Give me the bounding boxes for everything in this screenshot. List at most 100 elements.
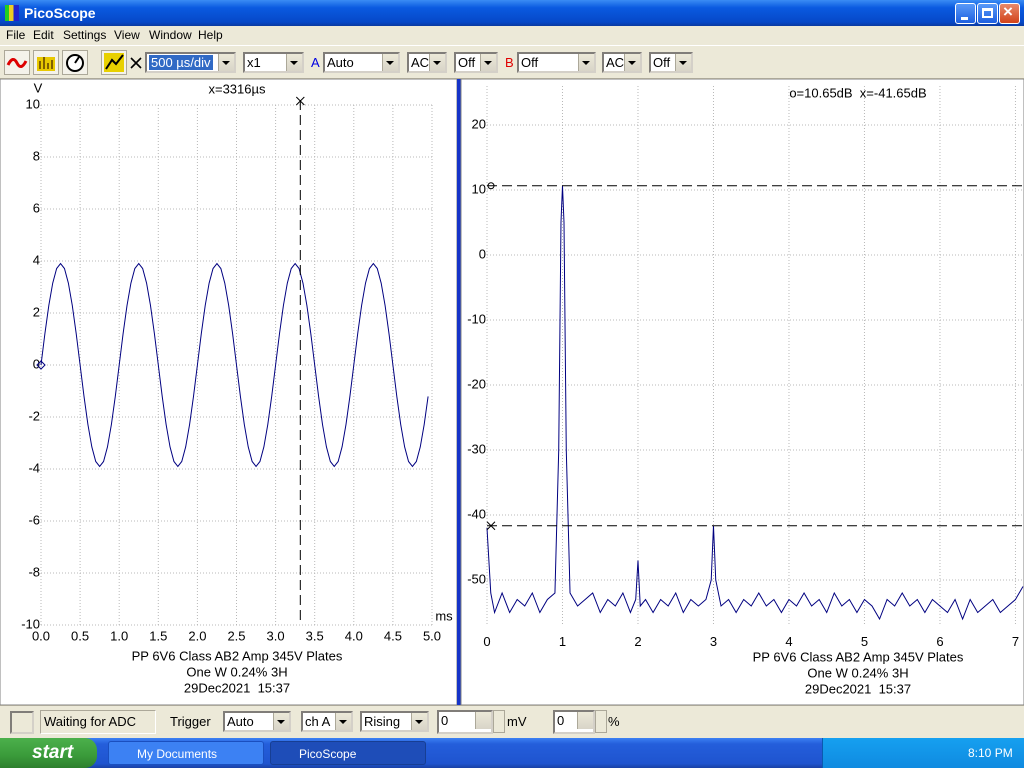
start-button[interactable]: start	[0, 738, 97, 768]
channel-b-coupling[interactable]: AC	[602, 52, 642, 73]
level-unit: mV	[507, 714, 527, 729]
trigger-marker	[36, 360, 46, 370]
coupling-value: AC	[606, 55, 625, 70]
trigger-channel[interactable]: ch A	[301, 711, 353, 732]
close-button[interactable]: ×	[999, 2, 1020, 24]
icon	[104, 53, 124, 72]
trigger-edge[interactable]: Rising	[360, 711, 429, 732]
window-title: PicoScope	[24, 5, 96, 21]
filter-value: Off	[458, 55, 476, 70]
x-tick-label: 5.0	[423, 628, 441, 643]
panel-divider	[457, 79, 461, 705]
menu-item[interactable]: File	[6, 28, 26, 42]
taskbar: start My Documents PicoScope 8:10 PM	[0, 738, 1024, 768]
multiplier-value: x1	[247, 55, 261, 70]
title-bar: PicoScope	[0, 0, 1024, 26]
timebase-select[interactable]: 500 µs/div	[145, 52, 236, 73]
minimize-button[interactable]	[955, 3, 976, 24]
y-tick-label: -10	[21, 616, 40, 631]
channel-b-label: B	[505, 55, 514, 70]
system-tray	[822, 738, 1024, 768]
y-tick-label: 0	[33, 356, 40, 371]
menu-item[interactable]: Window	[149, 28, 192, 42]
caption-line: 29Dec2021 15:37	[805, 681, 911, 696]
y-tick-label: -6	[28, 512, 40, 527]
scope-view-button[interactable]	[4, 50, 30, 75]
channel-b-filter[interactable]: Off	[649, 52, 693, 73]
cursor-marker	[486, 521, 496, 531]
trigger-label: Trigger	[170, 714, 211, 729]
y-tick-label: 20	[472, 116, 486, 131]
input-value: 0	[441, 713, 449, 728]
x-tick-label: 4.5	[384, 628, 402, 643]
level-spinner[interactable]	[493, 710, 505, 733]
input-value: 0	[557, 713, 565, 728]
x-tick-label: 3	[710, 634, 717, 649]
y-axis-label: V	[34, 80, 43, 95]
app-icon	[5, 5, 19, 21]
x-tick-label: 2.5	[227, 628, 245, 643]
trigger-level-input[interactable]: 0	[437, 710, 493, 734]
timebase-value: 500 µs/div	[149, 55, 213, 70]
x-tick-label: 4.0	[345, 628, 363, 643]
trace	[40, 262, 429, 468]
y-tick-label: -4	[28, 460, 40, 475]
status-indicator[interactable]	[10, 711, 34, 734]
select-value: ch A	[305, 714, 331, 729]
menu-bar: File Edit Settings View Window Help	[0, 26, 1024, 45]
caption-line: 29Dec2021 15:37	[184, 680, 290, 695]
task-button[interactable]: PicoScope	[270, 741, 426, 765]
clock: 8:10 PM	[968, 746, 1013, 760]
x-tick-label: 2.0	[188, 628, 206, 643]
scope-panel	[0, 78, 458, 706]
channel-b-range[interactable]: Off	[517, 52, 596, 73]
status-message: Waiting for ADC	[40, 710, 156, 734]
x-axis-label: ms	[435, 608, 453, 623]
menu-item[interactable]: Edit	[33, 28, 54, 42]
delay-spinner[interactable]	[595, 710, 607, 733]
y-tick-label: -2	[28, 408, 40, 423]
select-value: Rising	[364, 714, 401, 729]
menu-item[interactable]: Help	[198, 28, 223, 42]
x-tick-label: 0	[483, 634, 490, 649]
y-tick-label: -40	[467, 506, 486, 521]
zoom-icon	[130, 57, 142, 69]
cursor-marker	[295, 96, 305, 106]
x-tick-label: 0.0	[32, 628, 50, 643]
cursor-marker	[487, 182, 495, 190]
x-tick-label: 0.5	[71, 628, 89, 643]
y-tick-label: 10	[26, 96, 40, 111]
spectrum-view-button[interactable]	[33, 50, 59, 75]
x-tick-label: 1.0	[110, 628, 128, 643]
y-tick-label: -20	[467, 376, 486, 391]
x-tick-label: 3.5	[306, 628, 324, 643]
maximize-button[interactable]	[977, 3, 998, 24]
trigger-mode[interactable]: Auto	[223, 711, 291, 732]
task-button[interactable]: My Documents	[108, 741, 264, 765]
caption-line: One W 0.24% 3H	[807, 665, 908, 680]
range-value: Off	[521, 55, 539, 70]
x-tick-label: 1	[559, 634, 566, 649]
trace	[486, 185, 1024, 621]
x-tick-label: 4	[785, 634, 792, 649]
delay-unit: %	[608, 714, 620, 729]
filter-value: Off	[653, 55, 671, 70]
caption-line: PP 6V6 Class AB2 Amp 345V Plates	[753, 649, 964, 664]
cursor-readout: o=10.65dB x=-41.65dB	[789, 85, 926, 100]
select-value: Auto	[227, 714, 254, 729]
x-tick-label: 1.5	[149, 628, 167, 643]
channel-a-range[interactable]: Auto	[323, 52, 400, 73]
multiplier-select[interactable]: x1	[243, 52, 304, 73]
delay-input[interactable]: 0	[553, 710, 595, 734]
channel-a-coupling[interactable]: AC	[407, 52, 447, 73]
menu-item[interactable]: View	[114, 28, 140, 42]
meter-view-button[interactable]	[62, 50, 88, 75]
x-tick-label: 6	[936, 634, 943, 649]
trace-button[interactable]	[101, 50, 127, 75]
channel-a-filter[interactable]: Off	[454, 52, 498, 73]
menu-item[interactable]: Settings	[63, 28, 107, 42]
y-tick-label: 2	[33, 304, 40, 319]
